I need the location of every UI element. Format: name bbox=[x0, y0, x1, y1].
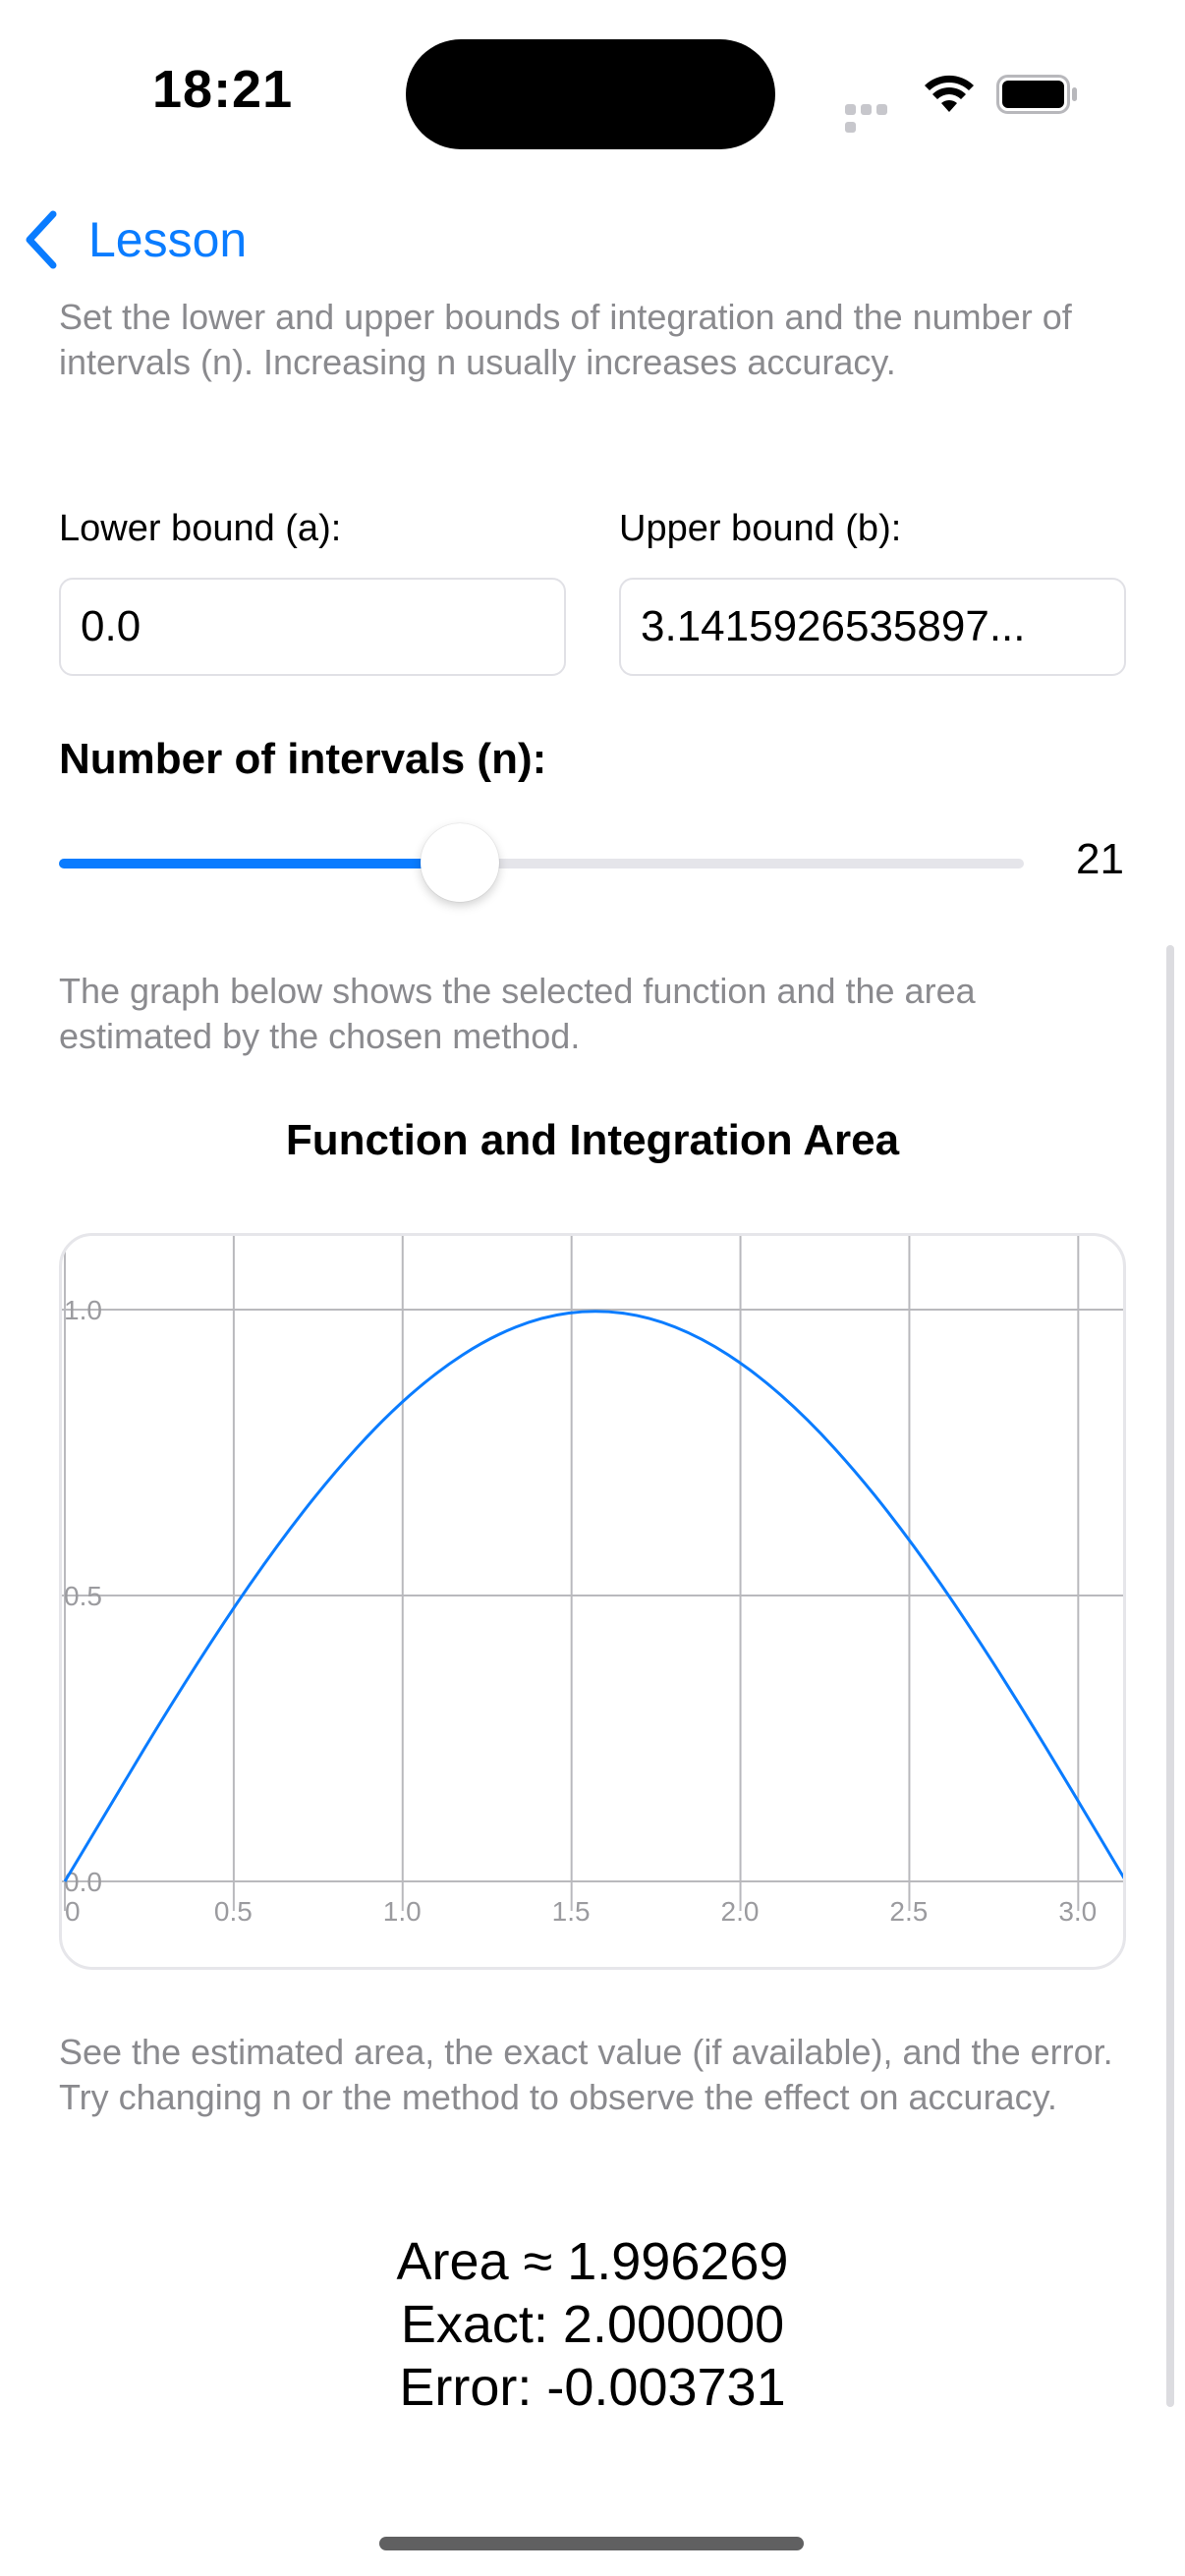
back-button-label: Lesson bbox=[88, 212, 248, 267]
slider-fill bbox=[59, 859, 460, 868]
lower-bound-input[interactable] bbox=[59, 578, 566, 676]
status-time: 18:21 bbox=[152, 60, 294, 119]
status-bar: 18:21 bbox=[0, 0, 1185, 187]
area-result: Area ≈ 1.996269 bbox=[396, 2232, 789, 2291]
lower-bound-label: Lower bound (a): bbox=[59, 508, 342, 549]
lower-bound-group: Lower bound (a): bbox=[59, 501, 566, 676]
chevron-left-icon bbox=[26, 210, 57, 269]
x-tick-label: 3.0 bbox=[1058, 1896, 1097, 1927]
back-button[interactable]: Lesson bbox=[22, 200, 247, 279]
function-curve bbox=[63, 1310, 1123, 1882]
x-tick-label: 2.0 bbox=[721, 1896, 760, 1927]
function-chart: 0 0.5 1.0 1.5 2.0 2.5 3.00.00.51.0 bbox=[62, 1236, 1123, 1927]
home-indicator[interactable] bbox=[379, 2537, 804, 2550]
bounds-instructions: Set the lower and upper bounds of integr… bbox=[59, 297, 1072, 382]
results-instructions: See the estimated area, the exact value … bbox=[59, 2032, 1113, 2117]
error-result: Error: -0.003731 bbox=[399, 2358, 786, 2417]
chart-title: Function and Integration Area bbox=[285, 1116, 900, 1164]
navigation-bar: Lesson bbox=[0, 187, 1185, 295]
results-block: Area ≈ 1.996269 Exact: 2.000000 Error: -… bbox=[0, 2230, 1185, 2419]
cellular-signal-icon bbox=[845, 102, 906, 133]
x-tick-label: 0.5 bbox=[214, 1896, 253, 1927]
x-tick-label: 1.5 bbox=[552, 1896, 591, 1927]
x-tick-label: 2.5 bbox=[889, 1896, 928, 1927]
intervals-slider[interactable] bbox=[59, 859, 1024, 868]
chart-frame: 0 0.5 1.0 1.5 2.0 2.5 3.0 0.0 0.5 1.0 bbox=[59, 1233, 1126, 1970]
y-tick-label: 1.0 bbox=[64, 1295, 102, 1325]
intervals-value: 21 bbox=[1076, 835, 1124, 883]
x-tick-label: 1.0 bbox=[383, 1896, 422, 1927]
exact-result: Exact: 2.000000 bbox=[400, 2295, 785, 2354]
graph-instructions: The graph below shows the selected funct… bbox=[59, 971, 976, 1056]
upper-bound-group: Upper bound (b): bbox=[619, 501, 1126, 676]
x-tick-label: 0 bbox=[65, 1896, 81, 1927]
slider-thumb[interactable] bbox=[421, 823, 499, 902]
upper-bound-label: Upper bound (b): bbox=[619, 508, 902, 549]
y-tick-label: 0.5 bbox=[64, 1581, 102, 1611]
scroll-indicator[interactable] bbox=[1166, 945, 1174, 2407]
battery-icon bbox=[996, 75, 1077, 114]
bounds-row: Lower bound (a): Upper bound (b): bbox=[59, 501, 1126, 678]
intervals-label: Number of intervals (n): bbox=[59, 735, 547, 783]
wifi-icon bbox=[925, 75, 974, 112]
dynamic-island bbox=[406, 39, 775, 149]
upper-bound-input[interactable] bbox=[619, 578, 1126, 676]
